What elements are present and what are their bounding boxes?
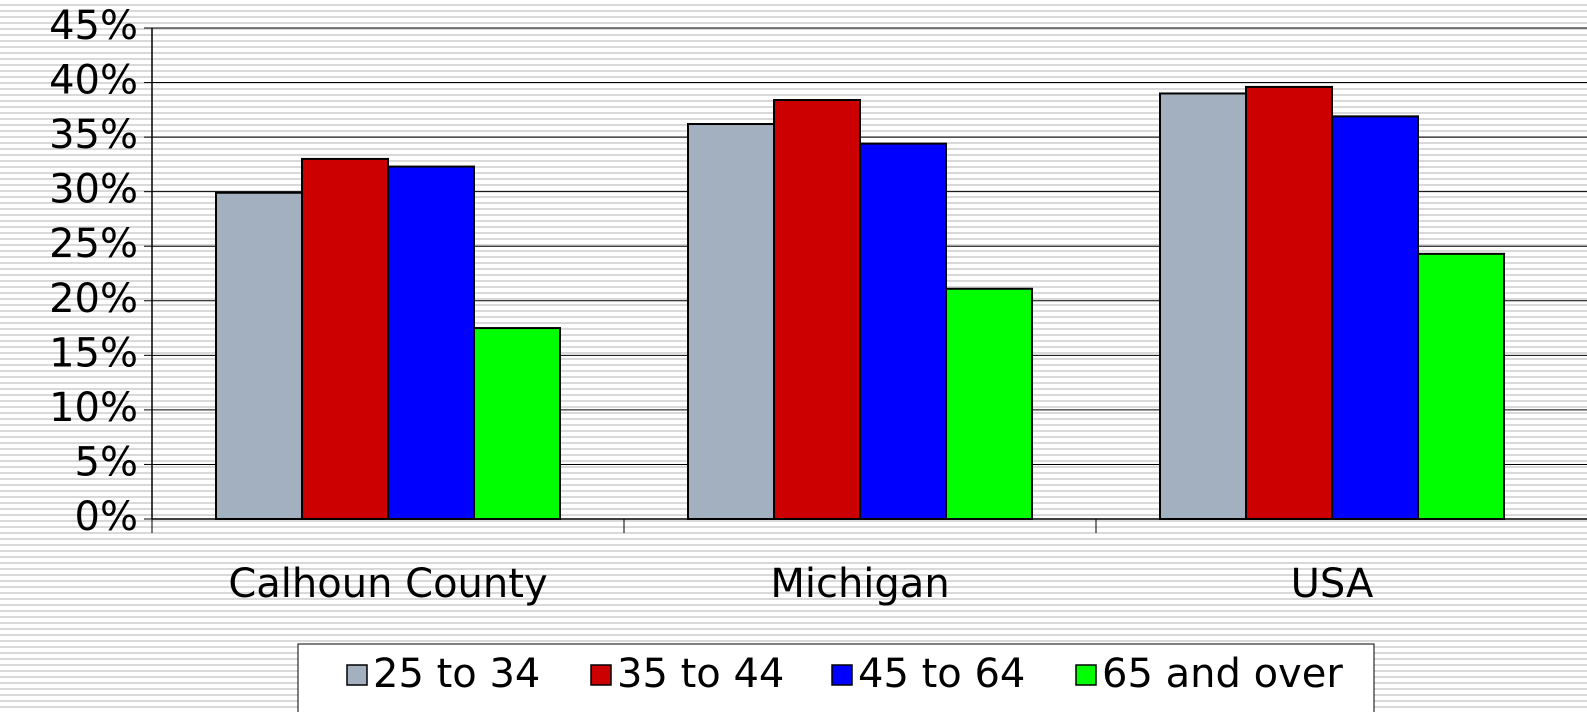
y-tick-label: 40% xyxy=(49,58,138,104)
bar xyxy=(945,287,1033,520)
legend-swatch xyxy=(346,664,368,686)
x-tick-label: Michigan xyxy=(770,561,949,607)
legend-label: 45 to 64 xyxy=(858,651,1025,697)
legend-swatch xyxy=(590,664,612,686)
bar xyxy=(387,165,475,520)
legend-swatch xyxy=(1075,664,1097,686)
y-tick-label: 25% xyxy=(49,221,138,267)
bar xyxy=(301,157,389,521)
y-tick-label: 10% xyxy=(49,385,138,431)
x-tick-label: USA xyxy=(1291,561,1374,607)
y-tick-label: 30% xyxy=(49,167,138,213)
bar xyxy=(773,99,861,520)
y-tick-label: 20% xyxy=(49,276,138,322)
legend-label: 25 to 34 xyxy=(373,651,540,697)
bar xyxy=(473,327,561,520)
legend-swatch xyxy=(831,664,853,686)
bar xyxy=(859,142,947,520)
legend-label: 65 and over xyxy=(1102,651,1343,697)
bar xyxy=(1159,92,1247,520)
y-tick-label: 45% xyxy=(49,3,138,49)
y-tick-label: 5% xyxy=(75,439,138,485)
bar xyxy=(1331,115,1419,520)
y-tick-label: 15% xyxy=(49,330,138,376)
y-tick-label: 0% xyxy=(75,494,138,540)
bar xyxy=(1245,85,1333,520)
bar xyxy=(215,191,303,520)
x-tick-label: Calhoun County xyxy=(228,561,547,607)
legend-label: 35 to 44 xyxy=(617,651,784,697)
bar xyxy=(687,123,775,520)
bar xyxy=(1417,252,1505,521)
y-tick-label: 35% xyxy=(49,112,138,158)
